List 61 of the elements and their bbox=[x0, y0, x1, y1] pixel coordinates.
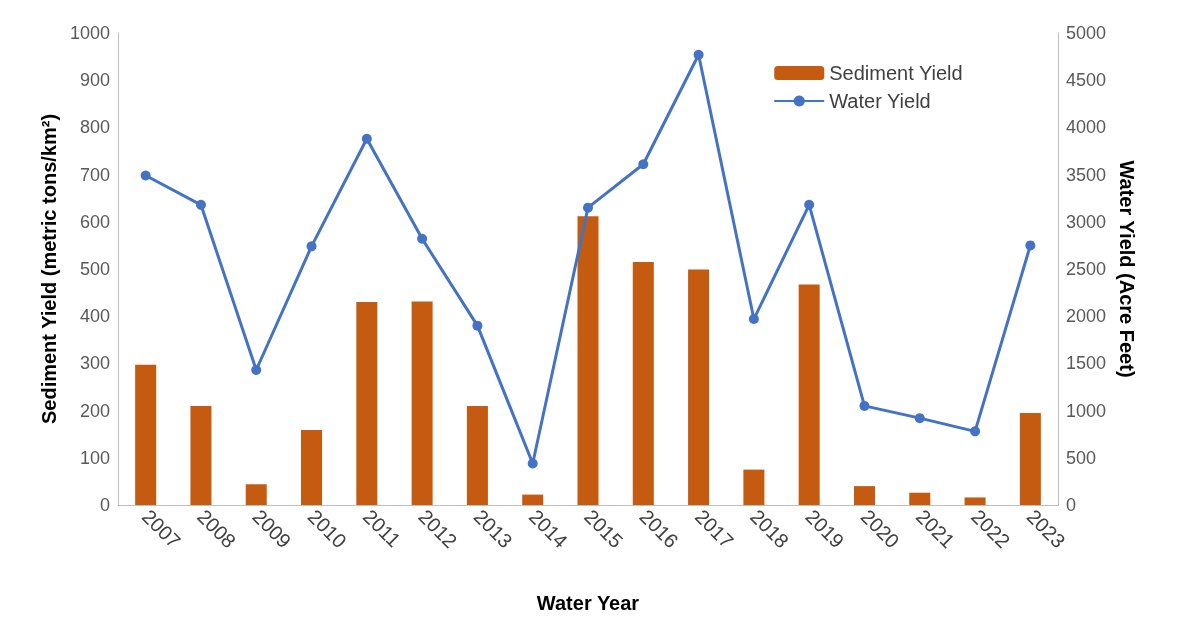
bar bbox=[135, 364, 157, 505]
bar bbox=[411, 301, 433, 505]
bar bbox=[577, 216, 599, 505]
y2-tick-label: 3500 bbox=[1066, 164, 1107, 185]
y-tick-label: 1000 bbox=[69, 23, 110, 43]
bar bbox=[190, 405, 212, 505]
point bbox=[914, 413, 925, 424]
point bbox=[140, 170, 151, 181]
bar bbox=[1019, 412, 1041, 505]
point bbox=[417, 233, 428, 244]
y-axis-title: Sediment Yield (metric tons/km²) bbox=[38, 113, 61, 425]
y2-tick-label: 1500 bbox=[1066, 353, 1107, 374]
y-tick-label: 600 bbox=[79, 211, 110, 232]
bar bbox=[522, 494, 544, 505]
y2-tick-label: 5000 bbox=[1066, 23, 1107, 43]
point bbox=[306, 241, 317, 252]
bar bbox=[743, 469, 765, 505]
x-axis-title: Water Year bbox=[536, 592, 640, 614]
bar bbox=[798, 284, 820, 505]
y2-tick-label: 4500 bbox=[1066, 70, 1107, 91]
y-tick-label: 800 bbox=[79, 117, 110, 138]
point bbox=[472, 320, 483, 331]
point bbox=[859, 400, 870, 411]
point bbox=[361, 133, 372, 144]
bar bbox=[909, 492, 931, 505]
y-tick-label: 400 bbox=[79, 306, 110, 327]
y-tick-label: 300 bbox=[79, 353, 110, 374]
y2-axis-title: Water Yield (Acre Feet) bbox=[1115, 160, 1138, 378]
bar bbox=[466, 405, 488, 505]
point bbox=[251, 365, 262, 376]
point bbox=[970, 426, 981, 437]
y2-tick-label: 4000 bbox=[1066, 117, 1107, 138]
y-tick-label: 500 bbox=[79, 259, 110, 279]
point bbox=[748, 314, 759, 325]
y2-tick-label: 0 bbox=[1066, 495, 1077, 515]
legend-label: Sediment Yield bbox=[829, 62, 963, 84]
y2-tick-label: 500 bbox=[1066, 447, 1097, 468]
bar bbox=[356, 302, 378, 505]
point bbox=[527, 458, 538, 469]
bar bbox=[688, 269, 710, 505]
point bbox=[693, 49, 704, 60]
point bbox=[1025, 240, 1036, 251]
bar bbox=[632, 261, 654, 505]
point bbox=[638, 159, 649, 170]
y-tick-label: 900 bbox=[79, 70, 110, 91]
y-tick-label: 100 bbox=[79, 447, 110, 468]
bar bbox=[301, 429, 323, 505]
bar bbox=[853, 486, 875, 505]
y2-tick-label: 2000 bbox=[1066, 306, 1107, 327]
y2-tick-label: 2500 bbox=[1066, 259, 1107, 279]
point bbox=[583, 202, 593, 213]
y2-tick-label: 1000 bbox=[1066, 400, 1107, 421]
y-tick-label: 200 bbox=[79, 400, 110, 421]
point bbox=[804, 199, 815, 210]
bar bbox=[245, 484, 267, 505]
y2-tick-label: 3000 bbox=[1066, 211, 1107, 232]
legend-label: Water Yield bbox=[829, 90, 931, 112]
y-tick-label: 0 bbox=[99, 495, 110, 515]
point bbox=[195, 199, 206, 210]
bar bbox=[964, 497, 986, 505]
y-tick-label: 700 bbox=[79, 164, 110, 185]
